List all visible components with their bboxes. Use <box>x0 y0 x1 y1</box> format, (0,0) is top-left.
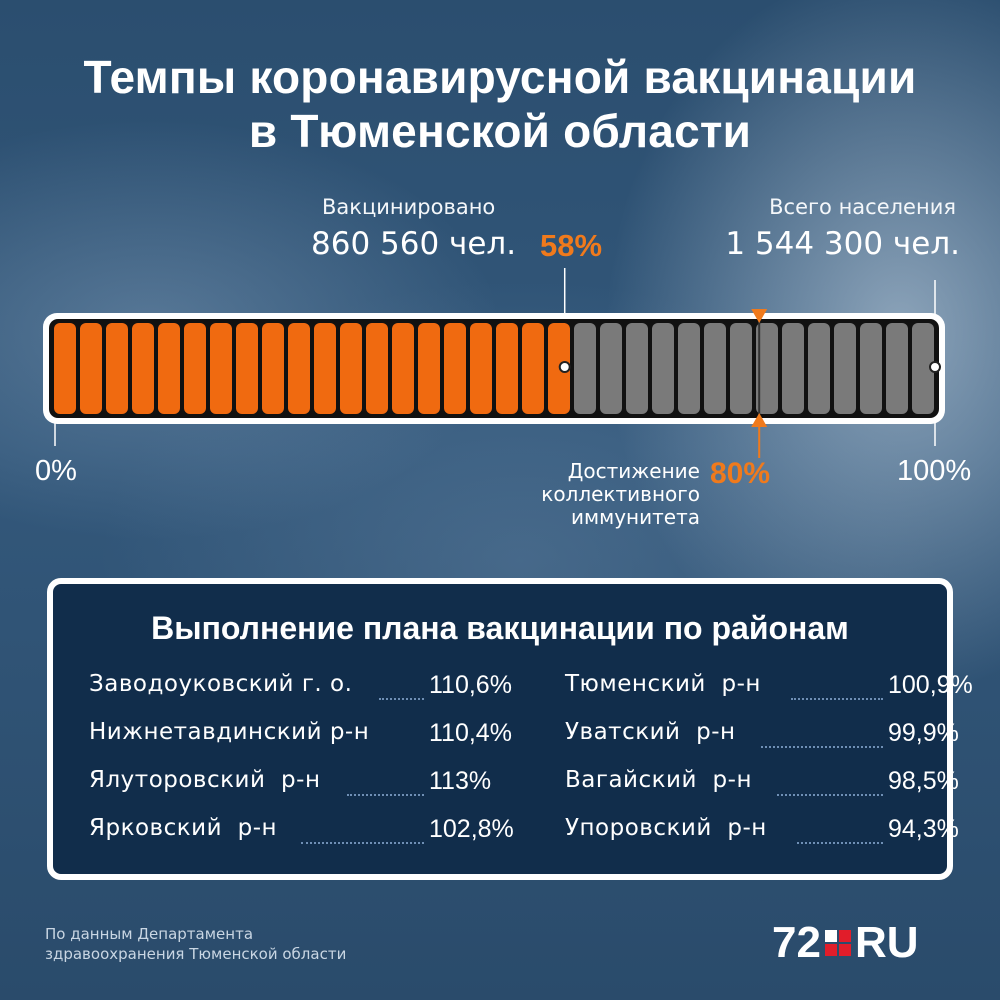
population-marker-dot <box>929 361 941 373</box>
segment-remaining <box>678 323 700 414</box>
vaccinated-marker-dot <box>558 361 571 373</box>
district-value: 110,6% <box>429 671 512 699</box>
district-row: Ялуторовский р-н 113% <box>89 767 519 815</box>
source-line-1: По данным Департамента <box>45 925 254 943</box>
segment-vaccinated <box>158 323 180 414</box>
dotted-leader <box>379 698 424 700</box>
data-source-note: По данным Департамента здравоохранения Т… <box>45 924 346 964</box>
herd-immunity-line-3: иммунитета <box>571 505 700 529</box>
herd-immunity-label: Достижение коллективного иммунитета <box>541 460 700 529</box>
segment-remaining <box>652 323 674 414</box>
segment-remaining <box>912 323 934 414</box>
segment-remaining <box>600 323 622 414</box>
district-row: Вагайский р-н 98,5% <box>565 767 959 815</box>
district-panel: Выполнение плана вакцинации по районам З… <box>47 578 973 880</box>
vaccinated-count: 860 560 чел. <box>311 226 517 262</box>
district-row: Уватский р-н 99,9% <box>565 719 959 767</box>
segment-vaccinated <box>444 323 466 414</box>
segment-remaining <box>730 323 752 414</box>
district-value: 99,9% <box>888 719 959 747</box>
segment-remaining <box>574 323 596 414</box>
district-row: Заводоуковский г. о. 110,6% <box>89 671 519 719</box>
segment-vaccinated <box>288 323 310 414</box>
segment-remaining <box>704 323 726 414</box>
segment-vaccinated <box>54 323 76 414</box>
segment-remaining <box>808 323 830 414</box>
brand-logo: 72 RU <box>772 918 919 968</box>
dotted-leader <box>791 698 883 700</box>
district-row: Нижнетавдинский р-н 110,4% <box>89 719 519 767</box>
district-name: Ярковский р-н <box>89 815 278 841</box>
district-name: Упоровский р-н <box>565 815 767 841</box>
district-value: 110,4% <box>429 719 512 747</box>
segment-vaccinated <box>236 323 258 414</box>
dotted-leader <box>761 746 883 748</box>
segment-vaccinated <box>184 323 206 414</box>
segment-remaining <box>886 323 908 414</box>
segment-vaccinated <box>470 323 492 414</box>
segment-vaccinated <box>418 323 440 414</box>
axis-start-label: 0% <box>35 455 77 487</box>
district-name: Тюменский р-н <box>565 671 761 697</box>
title-line-2: в Тюменской области <box>248 105 752 157</box>
segment-vaccinated <box>366 323 388 414</box>
herd-immunity-percent: 80% <box>710 457 771 490</box>
district-value: 94,3% <box>888 815 959 843</box>
segment-vaccinated <box>392 323 414 414</box>
segment-remaining <box>834 323 856 414</box>
population-count: 1 544 300 чел. <box>725 226 960 262</box>
district-value: 113% <box>429 767 492 795</box>
district-value: 98,5% <box>888 767 959 795</box>
bar-track <box>49 319 939 418</box>
population-label: Всего населения <box>769 195 956 219</box>
segment-vaccinated <box>522 323 544 414</box>
vaccinated-label: Вакцинировано <box>322 195 496 219</box>
segment-vaccinated <box>106 323 128 414</box>
segment-remaining <box>756 323 778 414</box>
segment-vaccinated <box>314 323 336 414</box>
district-name: Нижнетавдинский р-н <box>89 719 370 745</box>
district-column-left: Заводоуковский г. о. 110,6% Нижнетавдинс… <box>89 671 519 863</box>
logo-number: 72 <box>772 918 821 967</box>
dotted-leader <box>797 842 883 844</box>
segment-vaccinated <box>496 323 518 414</box>
segment-remaining <box>782 323 804 414</box>
district-row: Упоровский р-н 94,3% <box>565 815 959 863</box>
segment-vaccinated <box>132 323 154 414</box>
segment-vaccinated <box>210 323 232 414</box>
segment-remaining <box>860 323 882 414</box>
district-value: 100,9% <box>888 671 973 699</box>
district-row: Ярковский р-н 102,8% <box>89 815 519 863</box>
district-panel-title: Выполнение плана вакцинации по районам <box>151 610 849 646</box>
district-column-right: Тюменский р-н 100,9% Уватский р-н 99,9% … <box>565 671 973 863</box>
district-name: Заводоуковский г. о. <box>89 671 353 697</box>
herd-immunity-line-1: Достижение <box>567 459 700 483</box>
district-row: Тюменский р-н 100,9% <box>565 671 973 719</box>
segment-remaining <box>626 323 648 414</box>
vaccinated-percent: 58% <box>540 228 603 263</box>
dotted-leader <box>347 794 424 796</box>
logo-squares-icon <box>824 930 851 956</box>
segment-vaccinated <box>80 323 102 414</box>
segment-vaccinated <box>340 323 362 414</box>
threshold-marker-bottom <box>751 413 768 427</box>
district-name: Вагайский р-н <box>565 767 752 793</box>
title-line-1: Темпы коронавирусной вакцинации <box>83 51 917 103</box>
dotted-leader <box>777 794 883 796</box>
source-line-2: здравоохранения Тюменской области <box>45 945 347 963</box>
district-value: 102,8% <box>429 815 514 843</box>
threshold-marker-top <box>751 309 768 323</box>
axis-end-label: 100% <box>897 455 972 487</box>
district-name: Ялуторовский р-н <box>89 767 321 793</box>
segment-vaccinated <box>262 323 284 414</box>
logo-suffix: RU <box>854 918 919 967</box>
page-title: Темпы коронавирусной вакцинации в Тюменс… <box>0 50 1000 158</box>
herd-immunity-line-2: коллективного <box>541 482 700 506</box>
dotted-leader <box>301 842 424 844</box>
district-name: Уватский р-н <box>565 719 736 745</box>
